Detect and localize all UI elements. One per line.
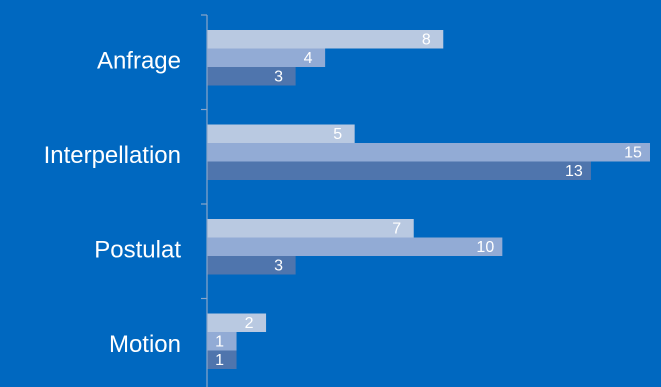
data-label: 4 xyxy=(304,50,313,67)
data-label: 5 xyxy=(333,126,342,143)
data-label: 13 xyxy=(565,163,583,180)
bar xyxy=(207,161,591,180)
bar xyxy=(207,256,296,275)
data-label: 1 xyxy=(215,352,224,369)
data-label: 8 xyxy=(422,31,431,48)
bar xyxy=(207,313,267,332)
category-label: Postulat xyxy=(94,236,181,263)
bars-group xyxy=(207,30,650,369)
data-label: 2 xyxy=(245,315,254,332)
bar xyxy=(207,237,503,256)
data-label: 15 xyxy=(624,144,642,161)
bar xyxy=(207,67,296,86)
category-axis xyxy=(201,14,208,387)
bar xyxy=(207,143,650,162)
data-label: 1 xyxy=(215,333,224,350)
bar xyxy=(207,30,444,49)
data-label: 7 xyxy=(392,220,401,237)
data-label: 3 xyxy=(274,68,283,85)
category-label: Anfrage xyxy=(97,47,181,74)
category-label: Interpellation xyxy=(44,142,181,169)
bar xyxy=(207,219,414,238)
category-label: Motion xyxy=(109,331,181,358)
bar xyxy=(207,332,237,351)
bar xyxy=(207,48,326,67)
labels-group: Anfrage843Interpellation51513Postulat710… xyxy=(44,31,642,369)
bar xyxy=(207,124,355,143)
bar xyxy=(207,350,237,369)
data-label: 10 xyxy=(476,239,494,256)
data-label: 3 xyxy=(274,257,283,274)
